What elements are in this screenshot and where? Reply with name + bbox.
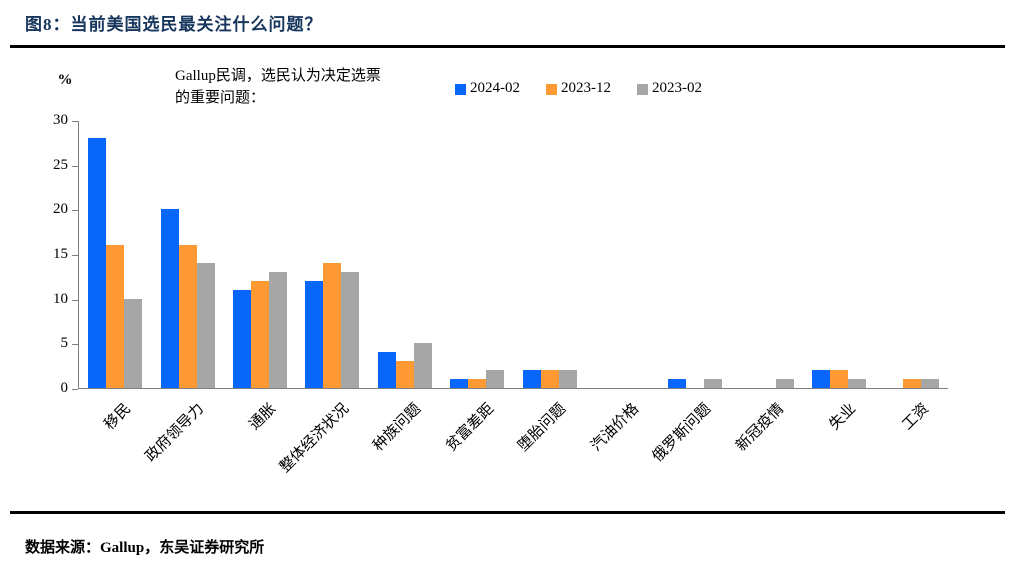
legend-label: 2023-12: [561, 80, 611, 96]
bar-2023-02-俄罗斯问题: [703, 379, 722, 388]
bar-2023-12-移民: [106, 245, 125, 388]
bar-group-9: [658, 121, 730, 388]
chart-subtitle-line1: Gallup民调，选民认为决定选票: [175, 68, 381, 84]
y-tick-mark: [72, 166, 78, 167]
bar-2023-02-政府领导力: [196, 263, 215, 388]
bottom-divider: [10, 511, 1005, 514]
chart-subtitle-line2: 的重要问题：: [175, 89, 266, 106]
legend: 2024-02 2023-12 2023-02: [455, 80, 702, 97]
y-tick-label: 5: [60, 335, 69, 351]
y-tick-label: 0: [60, 380, 69, 396]
y-tick-mark: [72, 389, 78, 390]
legend-item-2023-12: 2023-12: [546, 80, 611, 97]
bar-group-3: [224, 121, 296, 388]
y-tick-mark: [72, 210, 78, 211]
top-divider: [10, 45, 1005, 48]
bar-group-2: [151, 121, 223, 388]
bar-2023-02-整体经济状况: [341, 272, 360, 388]
chart-subtitle: Gallup民调，选民认为决定选票 的重要问题：: [175, 66, 381, 110]
y-tick-mark: [72, 121, 78, 122]
bar-2024-02-俄罗斯问题: [667, 379, 686, 388]
legend-swatch-orange: [546, 83, 557, 95]
legend-swatch-blue: [455, 83, 466, 95]
y-tick-label: 20: [53, 201, 68, 217]
bar-group-11: [803, 121, 875, 388]
bar-group-7: [514, 121, 586, 388]
bar-2024-02-堕胎问题: [522, 370, 541, 388]
bar-2024-02-种族问题: [377, 352, 396, 388]
y-tick-label: 25: [53, 157, 68, 173]
bar-2024-02-政府领导力: [160, 209, 179, 388]
legend-item-2024-02: 2024-02: [455, 80, 520, 97]
bar-group-1: [79, 121, 151, 388]
y-tick-mark: [72, 344, 78, 345]
bar-2023-12-贫富差距: [468, 379, 487, 388]
legend-swatch-gray: [637, 83, 648, 95]
y-tick-label: 30: [53, 112, 68, 128]
bar-2023-12-种族问题: [395, 361, 414, 388]
bar-group-5: [369, 121, 441, 388]
bar-group-12: [876, 121, 948, 388]
bar-2023-12-堕胎问题: [540, 370, 559, 388]
legend-label: 2024-02: [470, 80, 520, 96]
bar-2024-02-失业: [812, 370, 831, 388]
bar-groups: [79, 121, 948, 388]
bar-group-10: [731, 121, 803, 388]
y-tick-mark: [72, 300, 78, 301]
y-tick-label: 10: [53, 291, 68, 307]
bar-group-8: [586, 121, 658, 388]
y-axis-unit-label: %: [57, 72, 73, 88]
bar-2023-12-政府领导力: [178, 245, 197, 388]
figure-title: 图8：当前美国选民最关注什么问题？: [25, 15, 323, 34]
data-source: 数据来源：Gallup，东吴证券研究所: [25, 540, 265, 556]
bar-2024-02-整体经济状况: [305, 281, 324, 388]
bar-2023-02-移民: [124, 299, 143, 388]
bar-2023-12-工资: [902, 379, 921, 388]
bar-2024-02-贫富差距: [450, 379, 469, 388]
legend-item-2023-02: 2023-02: [637, 80, 702, 97]
bar-2023-02-通胀: [269, 272, 288, 388]
bar-2023-02-工资: [920, 379, 939, 388]
bar-2024-02-通胀: [233, 290, 252, 388]
y-tick-label: 15: [53, 246, 68, 262]
bar-group-6: [441, 121, 513, 388]
bar-2023-02-贫富差距: [486, 370, 505, 388]
bar-2023-02-堕胎问题: [558, 370, 577, 388]
legend-label: 2023-02: [652, 80, 702, 96]
bar-group-4: [296, 121, 368, 388]
bar-2023-12-通胀: [251, 281, 270, 388]
bar-2023-12-整体经济状况: [323, 263, 342, 388]
bar-2024-02-移民: [88, 138, 107, 388]
bar-2023-12-失业: [830, 370, 849, 388]
bar-2023-02-新冠疫情: [776, 379, 794, 388]
bar-2023-02-失业: [848, 379, 867, 388]
bar-2023-02-种族问题: [413, 343, 432, 388]
plot-area: [78, 121, 948, 389]
y-tick-mark: [72, 255, 78, 256]
